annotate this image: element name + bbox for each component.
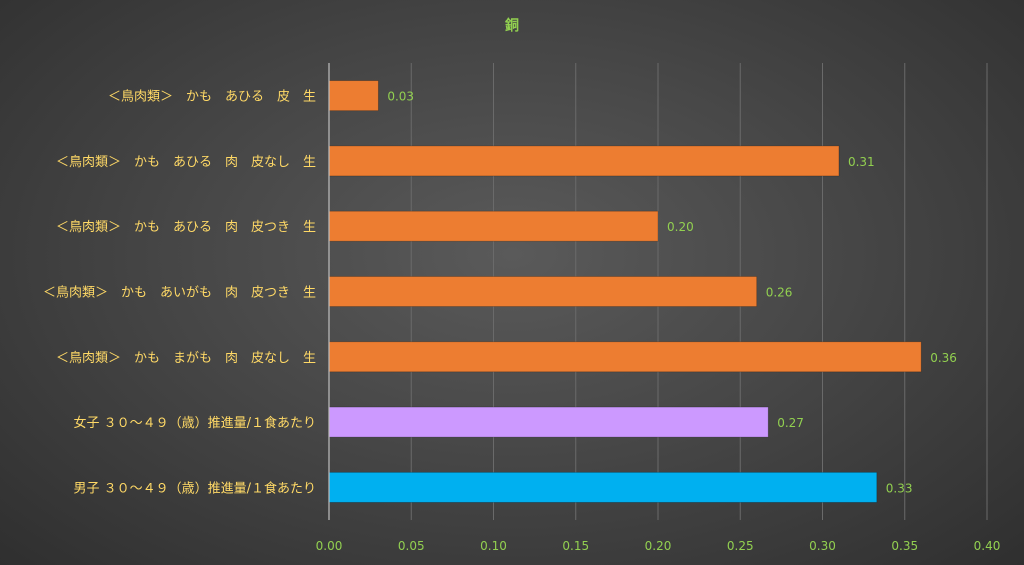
data-label: 0.33 [886,481,913,495]
data-label: 0.20 [667,220,694,234]
bar [328,341,922,373]
data-label: 0.27 [777,416,804,430]
x-tick-labels: 0.00 0.05 0.10 0.15 0.20 0.25 0.30 0.35 0.40 [316,539,1001,553]
category-label: 女子 ３０～４９（歳）推進量/１食あたり [73,415,316,431]
x-tick-label: 0.35 [891,539,918,553]
category-labels: ＜鳥肉類＞ かも あひる 皮 生 ＜鳥肉類＞ かも あひる 肉 皮なし 生 ＜鳥肉類… [43,90,316,497]
category-label: ＜鳥肉類＞ かも あひる 肉 皮つき 生 [56,220,316,235]
bar [328,145,840,177]
chart-title: 銅 [505,17,519,34]
x-tick-label: 0.00 [316,539,343,553]
data-labels: 0.03 0.31 0.20 0.26 0.36 0.27 0.33 [387,90,957,496]
category-label: ＜鳥肉類＞ かも まがも 肉 皮なし 生 [56,351,316,366]
data-label: 0.31 [848,155,875,169]
x-tick-label: 0.30 [809,539,836,553]
category-label: ＜鳥肉類＞ かも あひる 肉 皮なし 生 [56,155,316,170]
data-label: 0.03 [387,90,414,104]
bar [328,471,878,503]
bar [328,406,769,438]
data-label: 0.36 [930,351,957,365]
x-tick-label: 0.20 [645,539,672,553]
bar [328,210,659,242]
bars [328,80,922,503]
bar [328,276,758,307]
category-label: ＜鳥肉類＞ かも あいがも 肉 皮つき 生 [43,286,316,301]
category-label: ＜鳥肉類＞ かも あひる 皮 生 [108,90,316,105]
x-tick-label: 0.15 [562,539,589,553]
x-tick-label: 0.10 [480,539,507,553]
x-tick-label: 0.25 [727,539,754,553]
x-tick-label: 0.40 [974,539,1001,553]
category-label: 男子 ３０～４９（歳）推進量/１食あたり [73,480,316,496]
bar [328,80,379,112]
data-label: 0.26 [766,286,793,300]
x-tick-label: 0.05 [398,539,425,553]
